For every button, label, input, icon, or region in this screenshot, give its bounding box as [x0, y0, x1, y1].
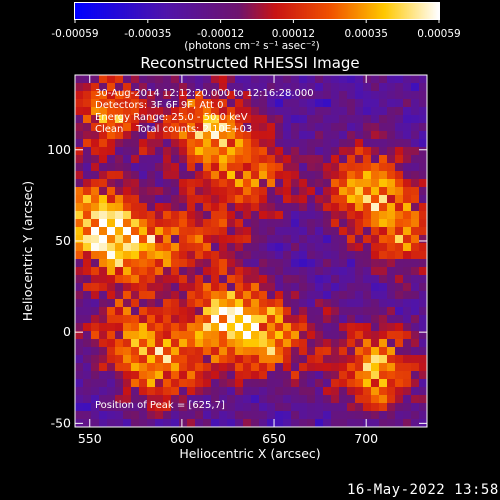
colorbar-units: (photons cm⁻² s⁻¹ asec⁻²)	[184, 40, 319, 52]
y-tick-label: 100	[47, 142, 71, 157]
chart-title: Reconstructed RHESSI Image	[140, 54, 359, 72]
colorbar-tick-label: 0.00059	[417, 28, 460, 40]
colorbar-tick-label: -0.00059	[51, 28, 98, 40]
peak-position-label: Position of Peak = [625,7]	[95, 400, 225, 411]
x-axis-label: Heliocentric X (arcsec)	[179, 446, 320, 461]
info-line-energy: Energy Range: 25.0 - 50.0 keV	[95, 112, 248, 123]
x-tick-label: 550	[78, 431, 102, 446]
y-tick-label: -50	[51, 415, 71, 430]
x-tick-label: 700	[354, 431, 378, 446]
info-line-detectors: Detectors: 3F 6F 9F, Att 0	[95, 100, 223, 111]
colorbar-tick-label: -0.00012	[197, 28, 244, 40]
colorbar	[74, 2, 440, 20]
y-tick-label: 0	[63, 324, 71, 339]
info-line-time: 30-Aug-2014 12:12:20.000 to 12:16:28.000	[95, 88, 314, 99]
heatmap-image	[75, 75, 427, 427]
colorbar-tick-label: 0.00035	[344, 28, 387, 40]
plot-frame	[74, 74, 428, 428]
colorbar-ticks: -0.00059 -0.00035 -0.00012 0.00012 0.00035 0.…	[51, 19, 461, 40]
y-axis-label: Heliocentric Y (arcsec)	[20, 181, 35, 321]
info-line-counts: Clean Total counts: 2.10E+03	[95, 124, 252, 135]
x-tick-label: 600	[170, 431, 194, 446]
y-tick-label: 50	[55, 233, 71, 248]
timestamp: 16-May-2022 13:58	[347, 482, 499, 498]
x-tick-label: 650	[262, 431, 286, 446]
colorbar-tick-label: -0.00035	[124, 28, 171, 40]
info-annotations: 30-Aug-2014 12:12:20.000 to 12:16:28.000…	[95, 88, 314, 135]
x-axis: 550 600 650 700	[78, 75, 378, 446]
y-axis: 0 50 100 -50	[47, 142, 427, 430]
colorbar-tick-label: 0.00012	[272, 28, 315, 40]
